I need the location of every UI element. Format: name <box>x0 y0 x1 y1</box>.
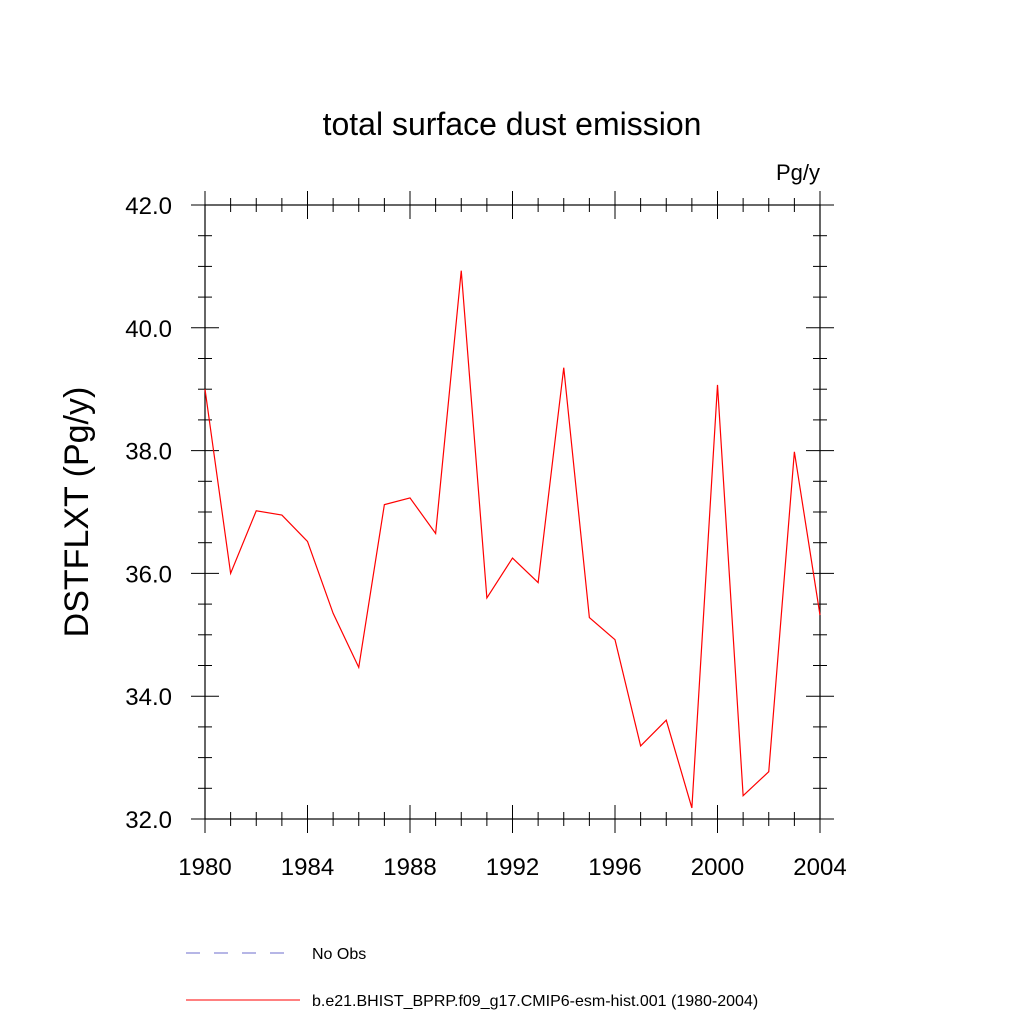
data-point <box>280 514 283 517</box>
data-point <box>767 770 770 773</box>
data-point <box>383 503 386 506</box>
y-tick-label: 32.0 <box>125 807 172 834</box>
data-point <box>204 388 207 391</box>
data-point <box>639 744 642 747</box>
data-point <box>819 614 822 617</box>
data-point <box>511 557 514 560</box>
data-point <box>434 532 437 535</box>
data-point <box>537 581 540 584</box>
units-label: Pg/y <box>776 160 820 185</box>
chart-title: total surface dust emission <box>323 106 702 142</box>
data-point <box>332 612 335 615</box>
plot-frame <box>204 204 821 820</box>
y-axis-label: DSTFLXT (Pg/y) <box>58 387 96 638</box>
data-point <box>793 450 796 453</box>
x-tick-label: 1984 <box>281 854 334 881</box>
x-tick-label: 1988 <box>383 854 436 881</box>
y-tick-label: 36.0 <box>125 561 172 588</box>
data-point <box>562 366 565 369</box>
data-point <box>614 638 617 641</box>
y-tick-label: 42.0 <box>125 193 172 220</box>
legend-label-model-run: b.e21.BHIST_BPRP.f09_g17.CMIP6-esm-hist.… <box>312 993 758 1010</box>
y-tick-label: 34.0 <box>125 684 172 711</box>
data-point <box>229 572 232 575</box>
data-point <box>409 496 412 499</box>
y-tick-label: 38.0 <box>125 439 172 466</box>
data-point <box>485 596 488 599</box>
x-tick-label: 1992 <box>486 854 539 881</box>
data-point <box>357 666 360 669</box>
data-point <box>716 383 719 386</box>
series-line <box>204 270 821 809</box>
data-point <box>306 540 309 543</box>
data-point <box>588 616 591 619</box>
x-tick-label: 2004 <box>793 854 846 881</box>
data-point <box>665 719 668 722</box>
data-point <box>255 509 258 512</box>
x-tick-label: 1980 <box>178 854 231 881</box>
data-point <box>742 794 745 797</box>
legend: No Obs b.e21.BHIST_BPRP.f09_g17.CMIP6-es… <box>186 946 758 1010</box>
data-point <box>460 269 463 272</box>
data-point <box>690 806 693 809</box>
legend-label-no-obs: No Obs <box>312 946 366 963</box>
y-tick-label: 40.0 <box>125 316 172 343</box>
x-tick-label: 1996 <box>588 854 641 881</box>
x-tick-label: 2000 <box>691 854 744 881</box>
